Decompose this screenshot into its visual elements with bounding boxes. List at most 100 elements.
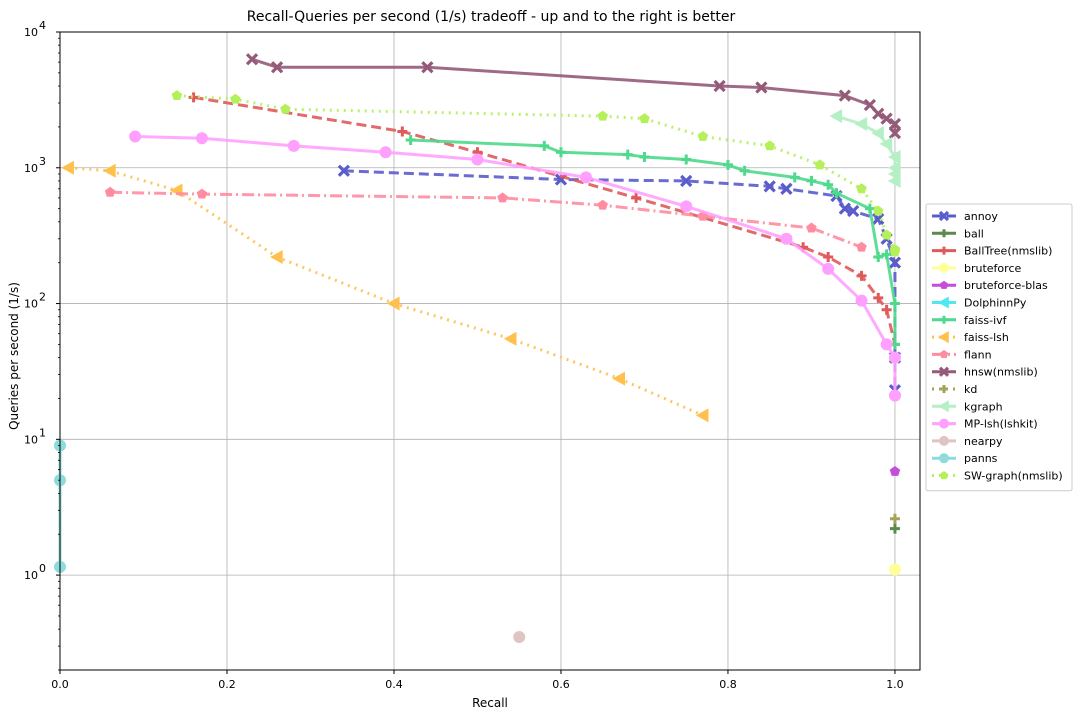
series-mp-lsh-lshkit-: [129, 130, 901, 402]
legend-entry-label: nearpy: [964, 435, 1003, 448]
series-balltree-nmslib-: [188, 92, 900, 350]
y-tick-exponent: 3: [39, 155, 46, 168]
data-point: [780, 182, 793, 195]
series-bruteforce-blas: [889, 465, 901, 476]
data-point: [888, 563, 901, 576]
data-point: [838, 89, 851, 102]
data-point: [188, 92, 199, 103]
data-point: [872, 107, 885, 120]
data-point: [831, 188, 842, 199]
series-line: [343, 169, 897, 391]
data-point: [270, 250, 283, 265]
data-point: [639, 113, 650, 124]
data-point: [597, 199, 608, 210]
y-tick-label: 10: [24, 162, 38, 175]
y-tick-label: 10: [24, 433, 38, 446]
legend-entry-label: DolphinnPy: [964, 297, 1027, 310]
grid: [59, 31, 920, 670]
legend-entry-label: panns: [964, 452, 998, 465]
data-point: [889, 465, 901, 476]
data-point: [856, 241, 867, 252]
legend-entry-label: kd: [964, 383, 977, 396]
data-point: [471, 153, 484, 166]
legend-entry-label: annoy: [964, 210, 998, 223]
data-point: [939, 280, 949, 289]
data-point: [856, 183, 867, 194]
legend: annoy ball BallTree(nmslib) bruteforce brute…: [925, 203, 1073, 492]
data-point: [889, 298, 900, 309]
data-point: [806, 222, 817, 233]
series-line: [68, 166, 704, 417]
series-faiss-ivf: [405, 135, 900, 350]
data-point: [814, 159, 826, 170]
x-axis-label: Recall: [472, 696, 508, 710]
legend-entry-label: flann: [964, 348, 992, 361]
data-point: [270, 61, 284, 74]
y-tick-exponent: 4: [39, 19, 46, 32]
x-tick-label: 0.0: [51, 678, 69, 691]
x-tick-label: 0.2: [218, 678, 236, 691]
data-point: [513, 631, 526, 644]
data-point: [939, 262, 949, 273]
data-point: [879, 136, 893, 151]
chart-title: Recall-Queries per second (1/s) tradeoff…: [247, 9, 736, 25]
y-tick-exponent: 1: [39, 426, 46, 439]
data-point: [881, 304, 892, 315]
data-point: [889, 246, 901, 257]
data-point: [622, 149, 633, 160]
data-point: [939, 435, 949, 446]
data-point: [863, 98, 877, 112]
data-point: [196, 188, 208, 199]
data-point: [631, 192, 642, 203]
data-point: [171, 90, 183, 101]
series-faiss-lsh: [61, 160, 709, 423]
data-point: [245, 53, 259, 66]
legend-entry-label: kgraph: [964, 400, 1003, 413]
data-point: [938, 400, 949, 413]
series-line: [410, 138, 897, 345]
data-point: [61, 160, 74, 175]
data-point: [873, 252, 884, 263]
series-line: [176, 94, 897, 252]
data-point: [856, 270, 867, 281]
data-point: [722, 159, 733, 170]
data-point: [503, 331, 517, 346]
data-point: [889, 513, 900, 524]
data-point: [939, 418, 949, 429]
data-point: [855, 294, 868, 307]
data-point: [497, 192, 508, 203]
data-point: [789, 172, 800, 183]
data-point: [829, 109, 843, 124]
data-point: [764, 140, 775, 151]
data-point: [872, 212, 885, 226]
data-point: [337, 164, 351, 177]
data-point: [838, 202, 851, 215]
data-point: [680, 174, 693, 188]
data-point: [871, 126, 884, 141]
data-point: [887, 173, 901, 188]
data-point: [639, 152, 650, 163]
legend-entry-label: bruteforce: [964, 262, 1021, 275]
plot-frame: [59, 31, 921, 671]
data-point: [888, 117, 902, 131]
data-point: [580, 171, 593, 184]
x-tick-label: 0.6: [552, 678, 570, 691]
data-point: [806, 175, 817, 186]
data-point: [854, 117, 868, 132]
data-point: [940, 229, 948, 238]
data-point: [938, 296, 949, 309]
data-point: [939, 349, 949, 359]
legend-entry-label: BallTree(nmslib): [964, 245, 1052, 258]
data-point: [405, 135, 416, 146]
series-line: [110, 190, 863, 249]
series-nearpy: [513, 631, 526, 644]
legend-entry-label: faiss-lsh: [964, 331, 1009, 344]
data-point: [889, 523, 900, 534]
series-kd: [889, 513, 900, 524]
x-tick-label: 0.4: [385, 678, 403, 691]
data-point: [880, 338, 893, 351]
y-tick-label: 10: [24, 26, 38, 39]
data-point: [823, 179, 834, 190]
data-point: [881, 229, 892, 240]
data-point: [287, 139, 300, 152]
